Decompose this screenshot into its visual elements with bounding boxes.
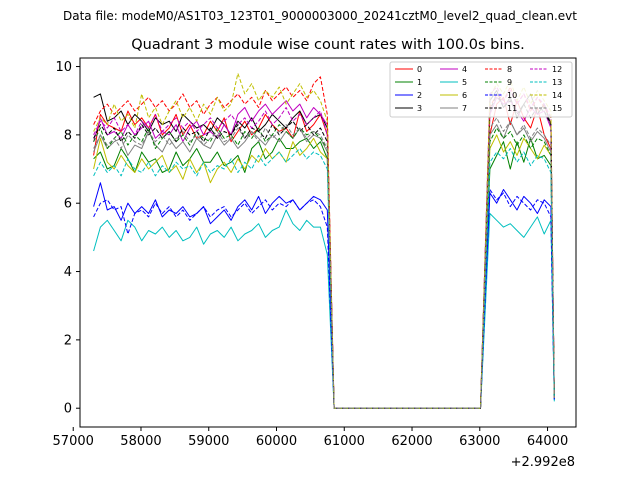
legend-label-3: 3 [417, 104, 422, 113]
y-axis: 0 2 4 6 8 10 [55, 60, 80, 417]
y-tick-label: 0 [64, 402, 72, 417]
series-line-2 [93, 182, 555, 409]
legend-label-15: 15 [552, 104, 562, 113]
series-line-5 [93, 209, 555, 409]
legend-label-6: 6 [462, 91, 467, 100]
legend-label-0: 0 [417, 65, 422, 74]
legend-label-11: 11 [507, 104, 517, 113]
series-line-15 [93, 117, 555, 409]
series-line-9 [93, 124, 555, 409]
x-tick-label: 64000 [527, 434, 568, 449]
series-line-10 [93, 189, 555, 409]
x-tick-label: 62000 [391, 434, 432, 449]
y-tick-label: 6 [64, 197, 72, 212]
x-tick-label: 60000 [256, 434, 297, 449]
x-offset-label: +2.992e8 [511, 455, 575, 470]
legend-label-4: 4 [462, 65, 467, 74]
chart-suptitle: Data file: modeM0/AS1T03_123T01_90000030… [63, 9, 577, 23]
series-line-7 [93, 120, 555, 409]
legend-label-1: 1 [417, 78, 422, 87]
legend-label-7: 7 [462, 104, 467, 113]
x-tick-label: 57000 [53, 434, 94, 449]
x-tick-label: 61000 [324, 434, 365, 449]
y-tick-label: 2 [64, 333, 72, 348]
legend-label-5: 5 [462, 78, 467, 87]
legend-label-2: 2 [417, 91, 422, 100]
legend-label-9: 9 [507, 78, 512, 87]
legend-label-10: 10 [507, 91, 517, 100]
x-axis: 57000 58000 59000 60000 61000 62000 63000 64000 [53, 427, 568, 449]
chart-title: Quadrant 3 module wise count rates with … [131, 37, 525, 53]
y-tick-label: 4 [64, 265, 72, 280]
x-tick-label: 59000 [188, 434, 229, 449]
x-tick-label: 58000 [120, 434, 161, 449]
series-line-1 [93, 137, 555, 409]
legend-label-13: 13 [552, 78, 562, 87]
series-line-8 [93, 76, 555, 409]
legend-box [389, 61, 573, 118]
plot-frame [79, 57, 577, 428]
series-line-6 [93, 134, 555, 409]
x-tick-label: 63000 [459, 434, 500, 449]
series-line-12 [93, 86, 555, 409]
y-tick-label: 8 [64, 128, 72, 143]
legend-label-14: 14 [552, 91, 562, 100]
series-line-13 [93, 148, 555, 409]
legend-label-12: 12 [552, 65, 562, 74]
y-tick-label: 10 [55, 60, 72, 75]
legend-label-8: 8 [507, 65, 512, 74]
